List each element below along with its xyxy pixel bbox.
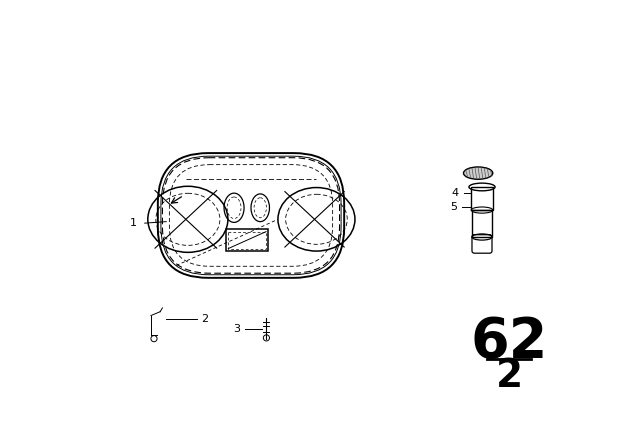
Text: 2: 2 xyxy=(201,314,208,324)
Bar xyxy=(226,229,268,251)
Text: 5: 5 xyxy=(451,202,458,212)
Text: 2: 2 xyxy=(495,357,522,395)
Bar xyxy=(471,187,493,210)
Ellipse shape xyxy=(463,167,493,179)
Text: 4: 4 xyxy=(452,188,459,198)
Text: 62: 62 xyxy=(470,315,548,370)
Bar xyxy=(228,232,266,249)
Bar xyxy=(472,210,492,237)
Text: 1: 1 xyxy=(130,218,137,228)
Text: 3: 3 xyxy=(233,323,240,334)
